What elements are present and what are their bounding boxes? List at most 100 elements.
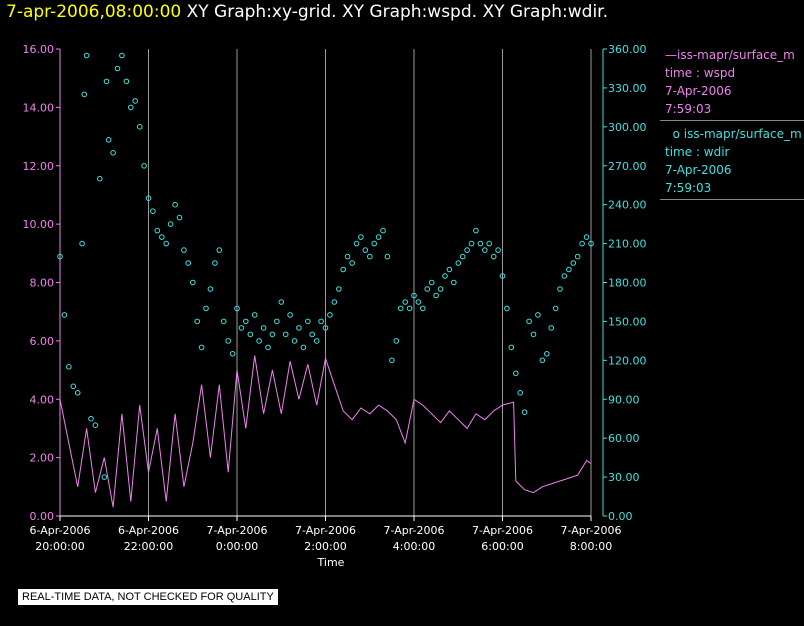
wdir-point [375, 234, 382, 240]
wdir-point [442, 273, 448, 279]
wdir-point [194, 318, 200, 325]
legend-wdir-time: 7:59:03 [665, 181, 712, 195]
wspd-line [59, 355, 592, 508]
wdir-point [482, 247, 488, 253]
wdir-point [229, 351, 236, 357]
circle-marker-icon: o [665, 127, 684, 141]
wdir-point [451, 279, 457, 286]
wdir-point [588, 240, 594, 247]
wdir-point [309, 331, 316, 338]
wdir-point [349, 260, 355, 266]
wdir-point [384, 253, 391, 260]
right-tick-label: 360.00 [608, 43, 647, 56]
wdir-point [225, 338, 231, 344]
wdir-point [181, 247, 187, 253]
wdir-point [437, 286, 444, 292]
wdir-point [535, 312, 541, 318]
wdir-point [163, 240, 169, 247]
right-tick-label: 210.00 [608, 238, 647, 251]
left-tick-label: 10.00 [23, 218, 55, 231]
wdir-point [141, 163, 147, 169]
wdir-point [291, 338, 298, 344]
wdir-point [190, 279, 196, 286]
right-tick-label: 330.00 [608, 82, 647, 95]
wdir-point [544, 351, 550, 357]
wdir-point [446, 266, 453, 273]
wdir-point [362, 247, 369, 253]
wdir-point [74, 390, 81, 396]
wdir-point [464, 247, 470, 253]
right-tick-label: 120.00 [608, 354, 647, 367]
wdir-point [136, 124, 143, 130]
legend-wdir-name: iss-mapr/surface_m [683, 127, 802, 141]
wdir-point [566, 266, 572, 273]
wdir-point [561, 273, 568, 279]
page-title: 7-apr-2006,08:00:00 XY Graph:xy-grid. XY… [6, 2, 608, 22]
wdir-point [557, 286, 563, 292]
wdir-point [459, 253, 466, 260]
wdir-point [499, 273, 506, 279]
wdir-point [305, 318, 311, 325]
wdir-point [105, 137, 112, 143]
legend-entry-wspd: —iss-mapr/surface_m time : wspd 7-Apr-20… [660, 42, 804, 121]
wdir-point [256, 338, 262, 344]
wdir-point [216, 247, 223, 253]
wdir-point [336, 286, 342, 292]
wdir-point [455, 260, 462, 266]
x-tick-time: 22:00:00 [124, 540, 173, 553]
wdir-point [83, 52, 90, 59]
graph-list-label: XY Graph:xy-grid. XY Graph:wspd. XY Grap… [186, 2, 609, 22]
legend: —iss-mapr/surface_m time : wspd 7-Apr-20… [660, 42, 804, 200]
wdir-point [327, 312, 333, 318]
wdir-point [570, 260, 577, 266]
legend-wspd-time: 7:59:03 [665, 102, 712, 116]
wdir-point [530, 331, 537, 338]
wdir-point [101, 474, 108, 480]
wdir-point [243, 318, 249, 325]
wdir-point [526, 318, 532, 325]
wdir-point [57, 253, 63, 260]
wdir-point [367, 253, 373, 260]
legend-wdir-name-row: o iss-mapr/surface_m [665, 125, 804, 143]
wdir-point [70, 383, 77, 390]
wdir-point [579, 240, 585, 247]
wdir-point [428, 279, 435, 286]
legend-wspd-name-row: —iss-mapr/surface_m [665, 46, 804, 64]
x-tick-date: 6-Apr-2006 [29, 524, 90, 537]
wdir-point [548, 325, 555, 331]
wdir-point [274, 318, 280, 325]
wdir-point [358, 234, 364, 240]
wdir-point [269, 331, 276, 338]
wdir-series [57, 52, 594, 480]
wdir-point [119, 52, 125, 59]
wdir-point [234, 305, 240, 312]
wdir-point [313, 338, 320, 344]
wdir-point [411, 292, 417, 299]
wdir-point [331, 299, 338, 305]
x-axis-label: Time [317, 556, 345, 569]
wdir-point [61, 312, 68, 318]
wdir-point [88, 415, 94, 422]
wdir-point [176, 214, 183, 221]
wdir-point [424, 286, 431, 292]
wdir-point [212, 260, 218, 266]
wdir-point [220, 318, 227, 325]
x-tick-date: 7-Apr-2006 [206, 524, 267, 537]
wdir-point [238, 325, 245, 331]
right-tick-label: 240.00 [608, 199, 647, 212]
wdir-point [406, 305, 413, 312]
left-tick-label: 4.00 [30, 393, 55, 406]
left-tick-label: 0.00 [30, 510, 55, 523]
wdir-point [203, 305, 209, 312]
legend-wdir-date: 7-Apr-2006 [665, 163, 732, 177]
wdir-point [433, 292, 439, 299]
wdir-point [97, 175, 103, 182]
right-y-axis: 0.00 30.00 60.00 90.00 120.00 150.00 180.00 210… [602, 43, 647, 523]
wdir-point [344, 253, 351, 260]
wdir-point [415, 299, 422, 305]
wspd-series [59, 355, 592, 508]
wdir-point [552, 305, 559, 312]
wdir-point [132, 98, 138, 104]
wdir-point [473, 227, 479, 234]
